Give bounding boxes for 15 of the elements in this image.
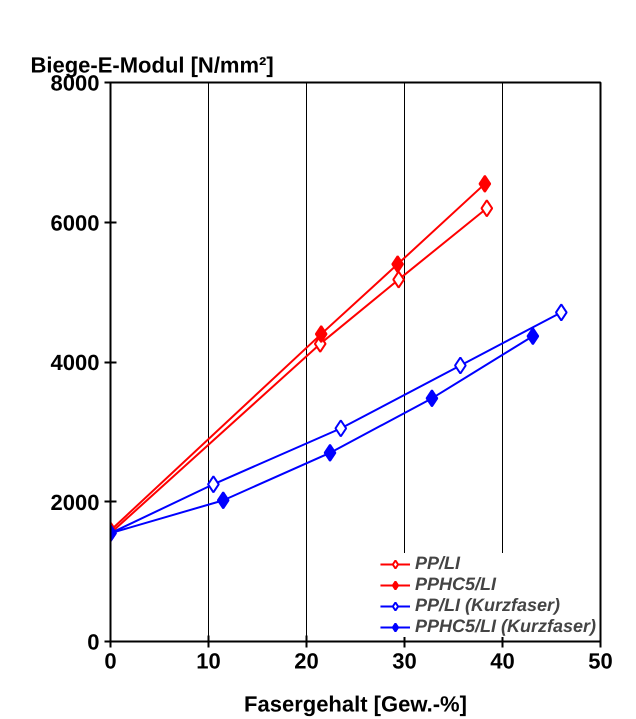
legend-label: PP/LI (414, 553, 460, 574)
y-tick-label: 0 (87, 630, 100, 654)
y-tick-label: 4000 (50, 350, 100, 375)
x-tick-label: 10 (196, 648, 221, 674)
legend-label: PPHC5/LI (Kurzfaser) (414, 616, 596, 637)
x-tick-label: 50 (588, 648, 613, 674)
x-tick-label: 0 (104, 648, 117, 674)
y-tick-label: 2000 (50, 490, 100, 515)
x-tick-label: 20 (294, 648, 319, 674)
legend-label: PP/LI (Kurzfaser) (414, 595, 560, 616)
legend-label: PPHC5/LI (414, 574, 496, 595)
x-tick-label: 40 (490, 648, 515, 674)
x-axis-title: Fasergehalt [Gew.-%] (244, 692, 467, 716)
y-tick-label: 6000 (50, 210, 100, 236)
x-tick-label: 30 (392, 648, 417, 674)
